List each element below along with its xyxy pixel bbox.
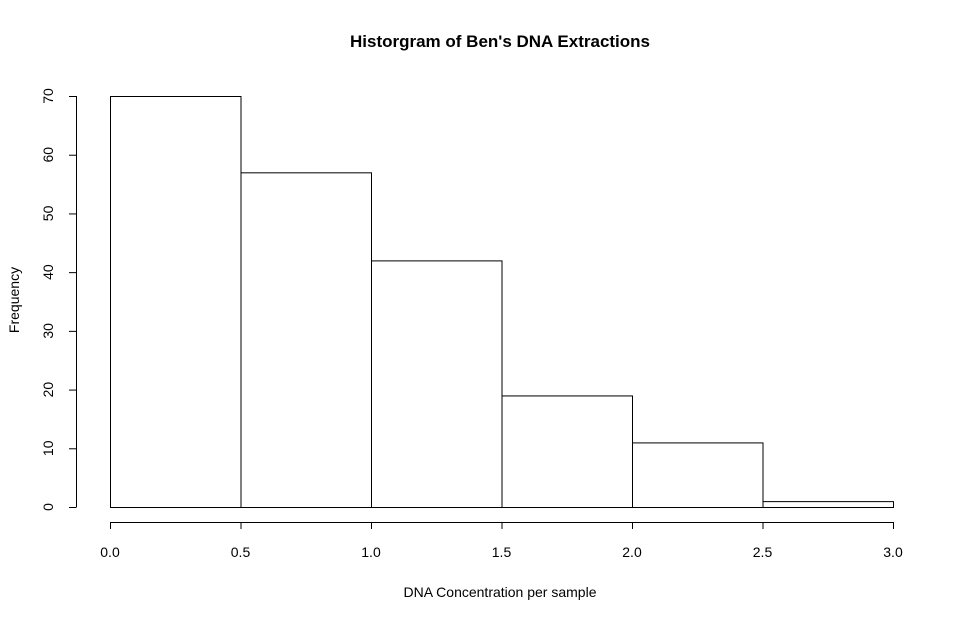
y-axis-label: Frequency <box>6 267 22 333</box>
x-axis-label: DNA Concentration per sample <box>404 584 597 600</box>
y-tick-label-7: 70 <box>40 88 56 104</box>
histogram-bar-2 <box>371 260 503 508</box>
y-tick-label-5: 50 <box>40 205 56 221</box>
y-tick-label-6: 60 <box>40 147 56 163</box>
y-tick-label-2: 20 <box>40 382 56 398</box>
x-tick-label-2: 1.0 <box>361 544 381 560</box>
x-tick-label-4: 2.0 <box>622 544 642 560</box>
x-tick-label-6: 3.0 <box>883 544 903 560</box>
histogram-bar-3 <box>501 395 633 509</box>
y-tick-label-3: 30 <box>40 323 56 339</box>
histogram-bar-4 <box>632 442 764 508</box>
x-tick-label-3: 1.5 <box>492 544 512 560</box>
histogram-bar-1 <box>240 172 372 508</box>
y-tick-label-1: 10 <box>40 440 56 456</box>
histogram-bar-0 <box>110 96 242 508</box>
histogram-bar-5 <box>762 501 894 508</box>
x-tick-label-1: 0.5 <box>231 544 251 560</box>
chart-title: Historgram of Ben's DNA Extractions <box>350 32 650 51</box>
y-tick-label-0: 0 <box>40 503 56 511</box>
x-tick-label-0: 0.0 <box>100 544 120 560</box>
y-axis: 0 10 20 30 40 50 60 70 <box>40 88 77 511</box>
y-tick-label-4: 40 <box>40 264 56 280</box>
bars-group <box>110 96 894 509</box>
x-tick-label-5: 2.5 <box>753 544 773 560</box>
x-axis: 0.0 0.5 1.0 1.5 2.0 2.5 3.0 <box>100 522 903 560</box>
